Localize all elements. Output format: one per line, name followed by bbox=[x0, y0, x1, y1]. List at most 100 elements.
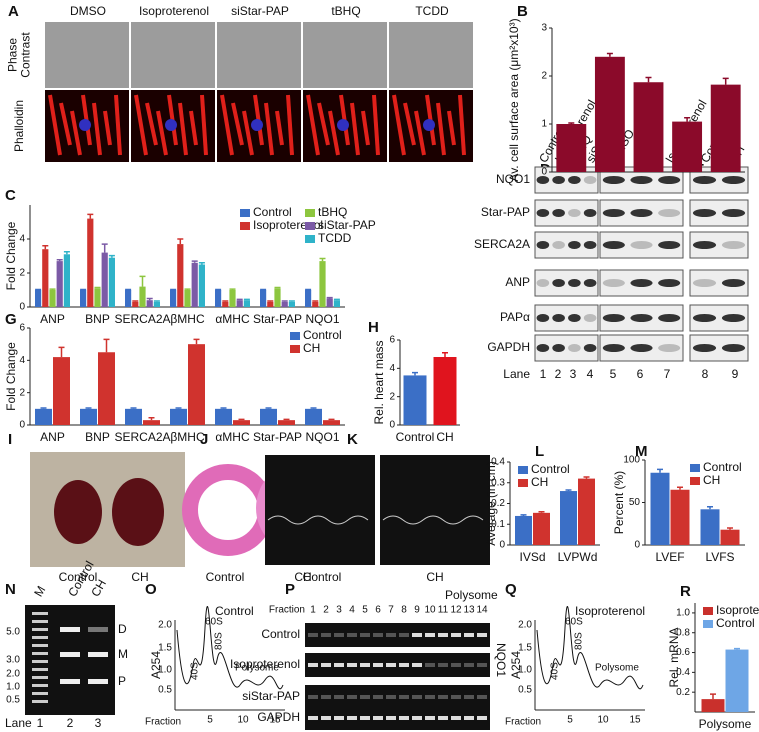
bar bbox=[578, 478, 595, 545]
heart-section bbox=[182, 464, 274, 556]
legend-label: Control bbox=[253, 205, 292, 219]
x-tick-label: LVEF bbox=[655, 550, 684, 564]
fiber bbox=[70, 110, 82, 156]
error-bar bbox=[328, 418, 335, 421]
error-bar bbox=[538, 511, 545, 513]
error-bar bbox=[103, 338, 110, 353]
bar bbox=[305, 408, 322, 425]
y-axis-label: Fold Change bbox=[4, 221, 18, 290]
fiber bbox=[458, 94, 466, 156]
y-tick-label: 4 bbox=[389, 363, 395, 374]
band bbox=[477, 695, 487, 699]
bar bbox=[101, 252, 108, 307]
bar bbox=[98, 352, 115, 425]
panel-letter: H bbox=[368, 319, 379, 336]
y-tick-label: 50 bbox=[629, 497, 641, 508]
lane-number: 8 bbox=[702, 367, 709, 381]
y-axis-label: Rel. heart mass bbox=[372, 340, 386, 424]
ladder-band bbox=[32, 692, 48, 695]
ladder-band bbox=[32, 628, 48, 631]
error-bar bbox=[677, 486, 683, 490]
band bbox=[399, 663, 409, 667]
fiber bbox=[436, 102, 446, 156]
legend-label: Isoproterenol bbox=[716, 603, 759, 617]
x-tick-label: LVFS bbox=[705, 550, 734, 564]
band bbox=[373, 633, 383, 637]
error-bar bbox=[520, 514, 527, 516]
y-tick-label: 6 bbox=[19, 323, 25, 334]
peak-label: Polysome bbox=[595, 663, 639, 674]
error-bar bbox=[727, 527, 733, 530]
y-tick-label: 0 bbox=[499, 540, 505, 551]
band bbox=[308, 633, 318, 637]
band bbox=[308, 695, 318, 699]
error-bar bbox=[722, 77, 729, 85]
bar bbox=[700, 509, 720, 545]
error-bar bbox=[85, 407, 92, 409]
band bbox=[399, 716, 409, 720]
band bbox=[347, 663, 357, 667]
band bbox=[568, 344, 581, 352]
fiber bbox=[275, 110, 284, 146]
error-bar bbox=[222, 300, 229, 302]
y-tick-label: 0 bbox=[541, 167, 547, 178]
ladder-band bbox=[32, 660, 48, 663]
y-axis-label: Percent (%) bbox=[612, 471, 626, 534]
y-tick-label: 1.5 bbox=[158, 643, 172, 654]
band bbox=[536, 314, 550, 322]
band bbox=[334, 695, 344, 699]
fiber bbox=[328, 110, 340, 156]
legend-label: Control bbox=[716, 616, 755, 630]
x-tick-label: 5 bbox=[567, 715, 573, 726]
error-bar bbox=[319, 257, 326, 262]
fiber bbox=[114, 94, 122, 156]
band bbox=[552, 209, 565, 217]
band bbox=[536, 209, 550, 217]
ladder-band bbox=[32, 684, 48, 687]
bar bbox=[139, 286, 146, 307]
band bbox=[334, 663, 344, 667]
error-bar bbox=[101, 243, 108, 253]
error-bar bbox=[132, 300, 139, 302]
fiber bbox=[156, 110, 168, 156]
heart bbox=[112, 478, 164, 546]
band bbox=[602, 344, 625, 352]
fraction-number: 5 bbox=[362, 605, 368, 616]
error-bar bbox=[281, 300, 288, 302]
ladder-band bbox=[32, 668, 48, 671]
band bbox=[412, 716, 422, 720]
band bbox=[536, 176, 550, 184]
band bbox=[552, 176, 565, 184]
ladder-label: 5.0 bbox=[6, 627, 20, 638]
bar bbox=[42, 249, 49, 307]
band bbox=[360, 716, 370, 720]
y-tick-label: 0.6 bbox=[676, 647, 690, 658]
error-bar bbox=[177, 238, 184, 245]
x-tick-label: ANP bbox=[40, 312, 65, 326]
band bbox=[399, 633, 409, 637]
lane-number: 2 bbox=[555, 367, 562, 381]
error-bar bbox=[198, 262, 205, 265]
bar bbox=[433, 357, 457, 425]
error-bar bbox=[139, 275, 146, 287]
legend-swatch bbox=[690, 464, 700, 472]
x-tick-label: NQO1 bbox=[305, 312, 339, 326]
y-tick-label: 0.2 bbox=[491, 498, 505, 509]
x-axis-label: Fraction bbox=[505, 717, 541, 728]
error-bar bbox=[734, 647, 740, 650]
fiber bbox=[242, 110, 254, 156]
error-bar bbox=[288, 300, 295, 302]
y-tick-label: 100 bbox=[623, 455, 640, 466]
band bbox=[630, 279, 653, 287]
nucleus bbox=[79, 119, 91, 131]
band bbox=[412, 663, 422, 667]
band bbox=[583, 241, 597, 249]
y-tick-label: 0 bbox=[389, 420, 395, 431]
fiber bbox=[392, 94, 406, 156]
y-tick-label: 2 bbox=[19, 268, 25, 279]
band bbox=[360, 663, 370, 667]
y-tick-label: 2.0 bbox=[158, 620, 172, 631]
row-label: Control bbox=[261, 627, 300, 641]
error-bar bbox=[148, 416, 155, 421]
